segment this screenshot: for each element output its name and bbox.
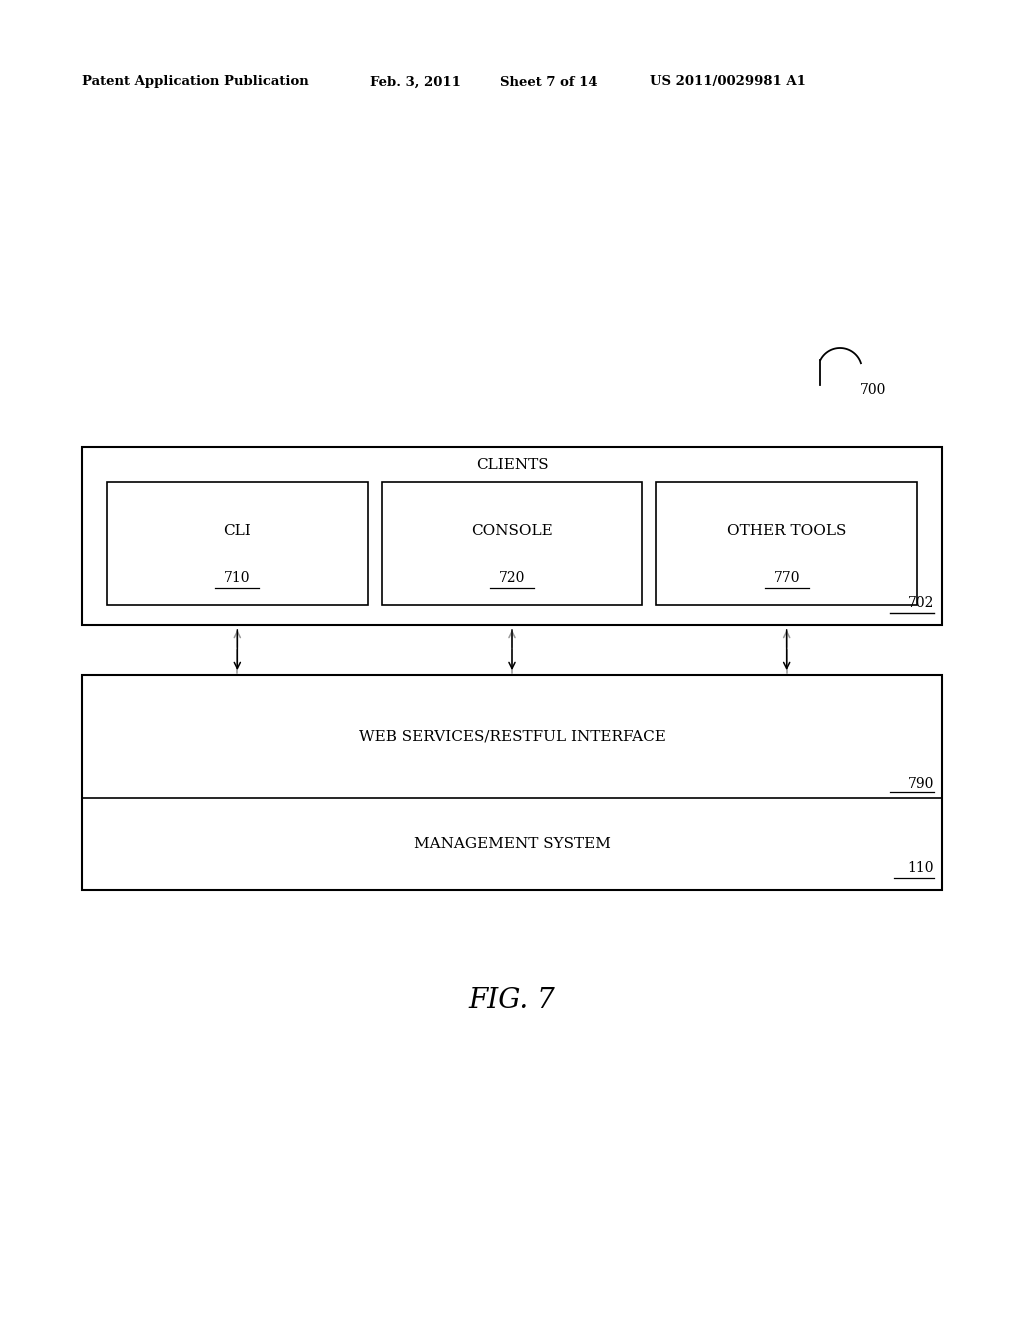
Bar (656, 482, 918, 605)
Text: CLIENTS: CLIENTS (476, 458, 548, 473)
Bar (82, 675, 942, 890)
Text: Feb. 3, 2011: Feb. 3, 2011 (370, 75, 461, 88)
Bar (82, 447, 942, 624)
Text: 110: 110 (907, 861, 934, 875)
Text: Sheet 7 of 14: Sheet 7 of 14 (500, 75, 598, 88)
Text: US 2011/0029981 A1: US 2011/0029981 A1 (650, 75, 806, 88)
Text: OTHER TOOLS: OTHER TOOLS (727, 524, 847, 539)
Text: Patent Application Publication: Patent Application Publication (82, 75, 309, 88)
Text: 770: 770 (773, 572, 800, 585)
Text: 720: 720 (499, 572, 525, 585)
Text: 700: 700 (860, 383, 887, 397)
Bar (382, 482, 642, 605)
Text: CLI: CLI (223, 524, 251, 539)
Text: 790: 790 (907, 776, 934, 791)
Text: FIG. 7: FIG. 7 (469, 986, 555, 1014)
Bar (106, 482, 368, 605)
Text: MANAGEMENT SYSTEM: MANAGEMENT SYSTEM (414, 837, 610, 851)
Text: 710: 710 (224, 572, 251, 585)
Text: 702: 702 (907, 597, 934, 610)
Text: WEB SERVICES/RESTFUL INTERFACE: WEB SERVICES/RESTFUL INTERFACE (358, 729, 666, 743)
Text: CONSOLE: CONSOLE (471, 524, 553, 539)
